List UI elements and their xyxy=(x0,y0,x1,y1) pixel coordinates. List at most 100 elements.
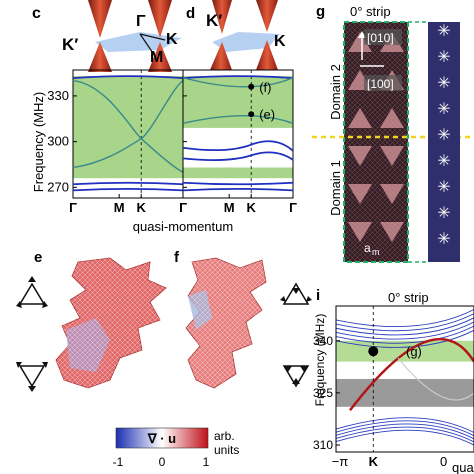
band-plot-d: Γ M K Γ (f) (e) xyxy=(179,69,297,215)
strip-star-icon: ✳ xyxy=(437,101,450,118)
domain-2-label: Domain 2 xyxy=(328,64,343,120)
colorbar-tick-0: -1 xyxy=(113,455,124,469)
dirac-cone-d-2 xyxy=(210,42,232,70)
panel-d-schematic: d K′ K xyxy=(186,0,286,70)
dirac-cone-kprime-upper xyxy=(88,0,112,38)
plot-frame-i xyxy=(335,305,474,453)
strip-triangle xyxy=(348,184,372,204)
triangle-up-icon-f xyxy=(280,282,312,305)
strip-triangle xyxy=(380,184,404,204)
strip-triangle xyxy=(380,222,404,242)
strip-star-icon: ✳ xyxy=(437,49,450,66)
bulk-band-upper xyxy=(335,321,474,340)
y-tick-label-i: 325 xyxy=(313,386,333,400)
band-line-top xyxy=(182,75,294,79)
panel-g-strip-title: 0° strip xyxy=(350,4,391,19)
bulk-band-lower xyxy=(335,417,474,433)
strip-star-icon: ✳ xyxy=(437,205,450,222)
panel-i-strip-title: 0° strip xyxy=(388,290,429,305)
x-axis-label-c: quasi-momentum xyxy=(133,219,233,234)
y-tick-label: 330 xyxy=(47,88,69,103)
strip-triangle xyxy=(380,146,404,166)
panel-d-letter: d xyxy=(186,5,195,22)
bulk-band-lower xyxy=(335,423,474,440)
colorbar-tick-1: 0 xyxy=(159,455,166,469)
bulk-band-lower xyxy=(335,420,474,437)
bulk-band-lower xyxy=(335,429,474,446)
triangle-down-icon-e xyxy=(16,362,48,392)
panel-c-schematic: c K′ Γ M K xyxy=(32,0,182,72)
y-tick-label: 270 xyxy=(47,179,69,194)
gap-band-green xyxy=(336,340,474,362)
edge-state-band xyxy=(349,337,474,412)
triangle-down-icon-f xyxy=(282,365,310,388)
strip-star-icon: ✳ xyxy=(437,231,450,248)
annotation-label: (f) xyxy=(259,80,271,95)
y-axis-label-i: Frequency (MHz) xyxy=(313,314,327,407)
gapped-band-1 xyxy=(182,76,294,88)
strip-star-icon: ✳ xyxy=(437,153,450,170)
lattice-constant-sub: m xyxy=(372,247,380,257)
annotation-label: (e) xyxy=(259,107,275,122)
band-line-low-1 xyxy=(182,181,294,186)
label-kprime-c: K′ xyxy=(62,35,78,54)
label-k-d: K xyxy=(274,33,286,50)
band-line-top xyxy=(72,75,184,79)
strip-zoom xyxy=(428,22,460,262)
colorbar-unit-2: units xyxy=(214,443,239,457)
x-tick-label: Γ xyxy=(179,200,187,215)
gapped-band-2 xyxy=(182,115,294,125)
dirac-cone-d-3 xyxy=(256,0,278,32)
marker-dot xyxy=(368,346,379,357)
band-line-low-2 xyxy=(182,187,294,192)
strip-triangle xyxy=(348,108,372,128)
strip-star-icon: ✳ xyxy=(437,179,450,196)
strip-triangle xyxy=(380,108,404,128)
edge-state-gray xyxy=(397,357,474,401)
dirac-cone-k-lower xyxy=(148,42,172,72)
panel-g-letter: g xyxy=(316,3,325,20)
bulk-band-upper xyxy=(335,309,474,327)
plot-frame xyxy=(182,69,294,199)
x-tick-label-i: 0 xyxy=(440,454,447,469)
colorbar-gradient xyxy=(115,427,209,449)
panel-e-letter: e xyxy=(34,249,42,266)
colorbar: ∇ · u arb. units -1 0 1 xyxy=(113,427,239,469)
annotation-dot xyxy=(248,111,255,118)
dir-100-label: [100] xyxy=(367,77,394,91)
panel-g: g 0° strip [010] [100] Domain 2 Domain 1… xyxy=(312,3,474,263)
x-axis-label-i: quas xyxy=(452,460,474,474)
bulk-band-upper xyxy=(335,313,474,332)
panel-f-letter: f xyxy=(174,249,180,266)
gap-shading-0 xyxy=(73,76,183,179)
y-tick-label-i: 340 xyxy=(313,334,333,348)
strip-triangle xyxy=(348,32,372,52)
dir-010-label: [010] xyxy=(367,31,394,45)
bulk-band-lower xyxy=(335,426,474,443)
bulk-band-upper xyxy=(335,329,474,348)
panel-e: e xyxy=(16,249,167,392)
triangle-up-icon-e xyxy=(16,276,48,308)
x-tick-label: M xyxy=(114,200,125,215)
gap-band-gray xyxy=(336,379,474,407)
strip-star-icon: ✳ xyxy=(437,23,450,40)
strip-outline xyxy=(343,21,409,263)
strip-triangle xyxy=(348,222,372,242)
panel-f: f xyxy=(174,249,312,389)
y-axis-label-c: Frequency (MHz) xyxy=(31,92,46,192)
panel-c-letter: c xyxy=(32,5,41,22)
x-tick-label: M xyxy=(224,200,235,215)
x-tick-label: K xyxy=(247,200,257,215)
colorbar-tick-2: 1 xyxy=(203,455,210,469)
y-tick-label: 300 xyxy=(47,134,69,149)
strip-triangle xyxy=(348,146,372,166)
brillouin-zone-d xyxy=(212,32,280,52)
label-m-c: M xyxy=(150,49,163,66)
label-gamma-c: Γ xyxy=(136,13,146,30)
dirac-cone-d-4 xyxy=(256,40,278,70)
strip-star-icon: ✳ xyxy=(437,75,450,92)
x-tick-label: Γ xyxy=(179,200,187,215)
x-tick-label: K xyxy=(137,200,147,215)
